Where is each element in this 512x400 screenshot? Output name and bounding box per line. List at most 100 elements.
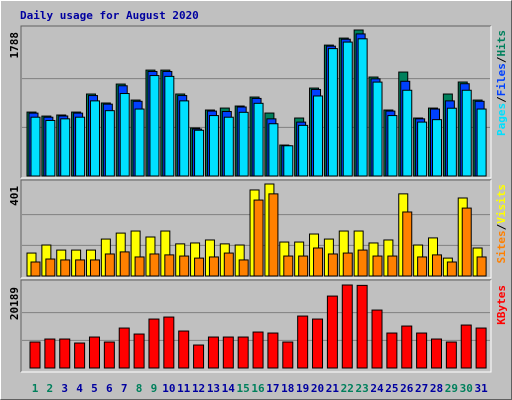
x-tick-label: 20 bbox=[311, 382, 324, 395]
y-tick-label: 401 bbox=[8, 186, 21, 206]
y-tick-label: 1788 bbox=[8, 32, 21, 59]
bar bbox=[134, 108, 145, 177]
bar bbox=[118, 327, 130, 369]
bar bbox=[371, 309, 383, 369]
bar bbox=[372, 255, 383, 277]
bar bbox=[194, 129, 205, 177]
x-tick-label: 25 bbox=[385, 382, 398, 395]
x-tick-label: 3 bbox=[61, 382, 68, 395]
legend-entry: KBytes bbox=[495, 285, 508, 325]
legend-entry: Visits bbox=[495, 184, 508, 224]
bar bbox=[461, 207, 472, 277]
x-tick-label: 27 bbox=[415, 382, 428, 395]
bar bbox=[134, 256, 145, 277]
bar bbox=[237, 336, 249, 369]
x-tick-label: 18 bbox=[281, 382, 294, 395]
bar bbox=[88, 336, 100, 369]
x-tick-label: 15 bbox=[237, 382, 250, 395]
bar bbox=[75, 259, 86, 277]
bar bbox=[372, 81, 383, 177]
bar bbox=[282, 341, 294, 369]
bevel bbox=[20, 179, 491, 278]
bar bbox=[119, 251, 130, 277]
bar bbox=[445, 341, 457, 369]
legend: KBytes bbox=[495, 285, 508, 325]
legend-entry: Files bbox=[495, 63, 508, 96]
bar bbox=[387, 115, 398, 177]
x-tick-label: 8 bbox=[136, 382, 143, 395]
x-tick-label: 23 bbox=[356, 382, 369, 395]
legend-separator: / bbox=[495, 96, 508, 103]
chart-title: Daily usage for August 2020 bbox=[20, 9, 199, 22]
bar bbox=[89, 259, 100, 277]
x-tick-label: 9 bbox=[151, 382, 158, 395]
x-tick-label: 19 bbox=[296, 382, 309, 395]
bar bbox=[298, 124, 309, 177]
bar bbox=[253, 102, 264, 177]
bar bbox=[223, 116, 234, 177]
bar bbox=[268, 193, 279, 277]
bar bbox=[29, 341, 41, 369]
bar bbox=[44, 338, 56, 369]
x-tick-label: 6 bbox=[106, 382, 113, 395]
bar bbox=[297, 315, 309, 369]
bevel bbox=[21, 26, 492, 179]
bar bbox=[386, 332, 398, 369]
bar bbox=[283, 255, 294, 277]
bar bbox=[178, 330, 190, 369]
bar bbox=[357, 249, 368, 277]
x-tick-label: 5 bbox=[91, 382, 98, 395]
bevel bbox=[21, 180, 492, 279]
bar bbox=[267, 332, 279, 369]
bar bbox=[119, 93, 130, 177]
bar bbox=[417, 121, 428, 177]
bar bbox=[417, 256, 428, 277]
bar bbox=[357, 38, 368, 177]
bar bbox=[431, 254, 442, 277]
x-tick-label: 14 bbox=[222, 382, 236, 395]
x-tick-label: 2 bbox=[47, 382, 54, 395]
x-tick-label: 30 bbox=[460, 382, 473, 395]
x-tick-label: 28 bbox=[430, 382, 443, 395]
bar bbox=[387, 255, 398, 277]
bar bbox=[461, 89, 472, 177]
legend: Pages/Files/Hits bbox=[495, 30, 508, 136]
bar bbox=[59, 338, 71, 369]
bar bbox=[238, 259, 249, 277]
bar bbox=[74, 342, 86, 369]
bar bbox=[149, 75, 160, 177]
x-tick-label: 29 bbox=[445, 382, 458, 395]
x-tick-label: 10 bbox=[162, 382, 175, 395]
bar bbox=[45, 119, 56, 177]
x-tick-label: 7 bbox=[121, 382, 128, 395]
x-tick-label: 24 bbox=[370, 382, 384, 395]
bar bbox=[342, 252, 353, 277]
bar bbox=[476, 108, 487, 177]
x-tick-label: 26 bbox=[400, 382, 414, 395]
bar bbox=[148, 318, 160, 369]
bar bbox=[356, 284, 368, 369]
bar bbox=[30, 261, 41, 277]
bar bbox=[313, 95, 324, 177]
bar bbox=[446, 261, 457, 277]
legend: Sites/Visits bbox=[495, 184, 508, 264]
bar bbox=[179, 100, 190, 177]
legend-separator: / bbox=[495, 56, 508, 63]
bar bbox=[149, 253, 160, 277]
bar bbox=[298, 255, 309, 277]
bar bbox=[402, 89, 413, 177]
bar bbox=[402, 211, 413, 277]
x-tick-label: 16 bbox=[251, 382, 265, 395]
bar bbox=[268, 123, 279, 177]
bar bbox=[253, 199, 264, 277]
bar bbox=[313, 247, 324, 277]
bar bbox=[327, 48, 338, 177]
bar bbox=[223, 252, 234, 277]
bar bbox=[476, 256, 487, 277]
bevel bbox=[20, 279, 491, 372]
x-tick-label: 21 bbox=[326, 382, 340, 395]
bar bbox=[60, 259, 71, 277]
bar bbox=[194, 257, 205, 277]
